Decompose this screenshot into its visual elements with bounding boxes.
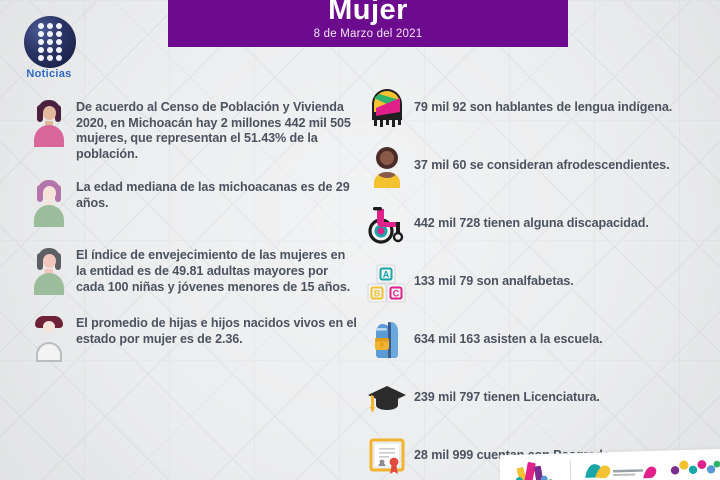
fact-text: La edad mediana de las michoacanas es de… (76, 180, 350, 210)
afrodescendant-person-glyph (374, 147, 400, 188)
woman-pink-shirt-icon (28, 98, 70, 150)
fact-item: 442 mil 728 tienen alguna discapacidad. (366, 202, 710, 246)
fact-item: 79 mil 92 son hablantes de lengua indíge… (366, 86, 710, 130)
colorful-government-logo (515, 462, 553, 480)
graduation-cap-glyph (368, 386, 406, 413)
diploma-certificate-glyph (369, 438, 405, 474)
globe-dots-icon (37, 22, 63, 62)
diploma-certificate-icon (366, 434, 408, 478)
page-title: Mujer (328, 0, 408, 26)
svg-text:C: C (393, 289, 400, 299)
globe-icon (24, 16, 76, 68)
fact-item: A B C 133 mil 79 son analfabetas. (366, 260, 710, 304)
left-facts-column: De acuerdo al Censo de Población y Vivie… (28, 98, 358, 382)
fact-text: 442 mil 728 tienen alguna discapacidad. (414, 216, 649, 231)
indigenous-textile-glyph (372, 89, 402, 127)
svg-text:B: B (374, 289, 381, 299)
footer-divider (569, 460, 572, 480)
fact-text: El promedio de hijas e hijos nacidos viv… (76, 316, 357, 346)
colorful-dots-logo (670, 460, 720, 475)
footer-logo-strip (499, 448, 720, 480)
banner-date: 8 de Marzo del 2021 (313, 28, 423, 40)
abc-blocks-glyph: A B C (367, 264, 406, 303)
graduation-cap-icon (366, 376, 408, 420)
fact-text: 634 mil 163 asisten a la escuela. (414, 332, 603, 347)
fact-item: De acuerdo al Censo de Población y Vivie… (28, 98, 358, 162)
wheelchair-icon (366, 202, 408, 246)
fact-text: De acuerdo al Censo de Población y Vivie… (76, 100, 351, 161)
older-woman-gray-hair-icon (28, 246, 70, 298)
header-banner: Mujer 8 de Marzo del 2021 (168, 0, 568, 47)
michoacan-wordmark-logo (585, 464, 657, 479)
fact-item: El índice de envejecimiento de las mujer… (28, 246, 358, 298)
fact-item: 239 mil 797 tienen Licenciatura. (366, 376, 710, 420)
wheelchair-glyph (368, 207, 404, 244)
fact-item: El promedio de hijas e hijos nacidos viv… (28, 314, 358, 366)
woman-purple-hair-icon (28, 178, 70, 230)
fact-item: 37 mil 60 se consideran afrodescendiente… (366, 144, 710, 188)
fact-text: 37 mil 60 se consideran afrodescendiente… (414, 158, 670, 173)
fact-text: 239 mil 797 tienen Licenciatura. (414, 390, 600, 405)
right-facts-column: 79 mil 92 son hablantes de lengua indíge… (366, 86, 710, 480)
noticias-globe-logo: Noticias (13, 16, 85, 82)
backpack-glyph (375, 322, 398, 358)
backpack-icon (366, 318, 408, 362)
noticias-logo-label: Noticias (26, 68, 72, 80)
afrodescendant-person-icon (366, 144, 408, 188)
fact-item: 634 mil 163 asisten a la escuela. (366, 318, 710, 362)
svg-text:A: A (383, 270, 390, 280)
abc-blocks-icon: A B C (366, 260, 408, 304)
fact-text: El índice de envejecimiento de las mujer… (76, 248, 351, 294)
fact-text: 79 mil 92 son hablantes de lengua indíge… (414, 100, 673, 115)
pregnant-woman-icon (28, 314, 70, 366)
fact-item: La edad mediana de las michoacanas es de… (28, 178, 358, 230)
fact-text: 133 mil 79 son analfabetas. (414, 274, 574, 289)
indigenous-textile-icon (366, 86, 408, 130)
